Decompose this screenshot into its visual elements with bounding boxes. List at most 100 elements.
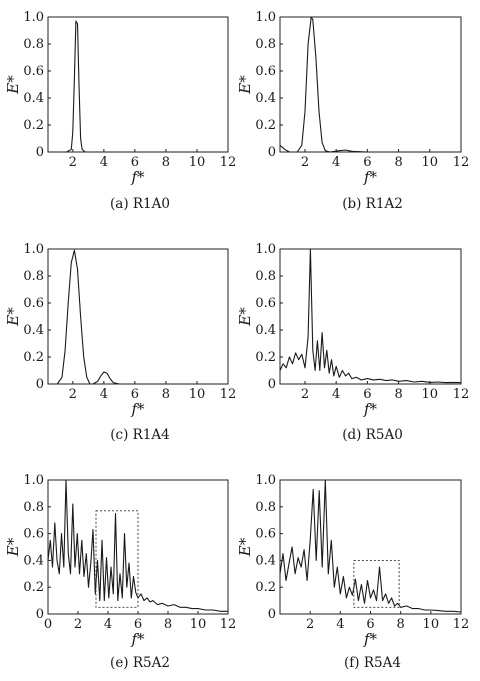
panel-b-y-tick-label: 0.8	[255, 37, 276, 52]
panel-f-caption: (f) R5A4	[344, 655, 401, 671]
panel-c: 2 4 6 8 10 12 0 0.2 0.4 0.6 0.8 1.0 f* E* (c) R1A4	[4, 242, 236, 443]
panel-d-x-tick-label: 8	[394, 387, 402, 402]
panel-c-x-tick-label: 4	[100, 387, 108, 402]
panel-e-x-tick-label: 12	[220, 617, 237, 632]
panel-f-highlight-box	[353, 559, 400, 608]
panel-a-y-tick-label: 1.0	[23, 10, 44, 25]
panel-e-y-tick-label: 0.4	[23, 553, 44, 568]
panel-e-x-tick-label: 10	[190, 617, 207, 632]
panel-b-x-tick-label: 8	[394, 155, 402, 170]
panel-d-x-tick-label: 12	[453, 387, 470, 402]
panel-e-x-tick-label: 6	[134, 617, 142, 632]
panel-a-x-tick-label: 8	[162, 155, 170, 170]
panel-f-x-tick-label: 8	[397, 617, 405, 632]
panel-b-axes-frame	[279, 16, 462, 153]
panel-f-y-axis-label: E*	[236, 537, 254, 557]
panel-d-y-tick-label: 0	[268, 377, 276, 392]
panel-d-series-line	[279, 248, 462, 384]
panel-a-x-tick-label: 10	[189, 155, 206, 170]
panel-e-x-tick-label: 0	[44, 617, 52, 632]
panel-b-y-tick-label: 0.4	[255, 91, 276, 106]
panel-e-highlight-box	[95, 510, 139, 608]
panel-c-y-tick-label: 0.4	[23, 323, 44, 338]
panel-d-y-tick-label: 0.8	[255, 269, 276, 284]
panel-a-y-tick-label: 0	[36, 145, 44, 160]
panel-b-y-tick-label: 1.0	[255, 10, 276, 25]
panel-c-y-tick-label: 0.2	[23, 350, 44, 365]
panel-a: 2 4 6 8 10 12 0 0.2 0.4 0.6 0.8 1.0 f* E* (a) R1A0	[4, 10, 236, 212]
panel-a-y-tick-label: 0.6	[23, 64, 44, 79]
panel-d-x-tick-label: 2	[301, 387, 309, 402]
panel-f-y-tick-label: 0.2	[255, 580, 276, 595]
panel-a-y-axis-label: E*	[4, 75, 22, 95]
panel-e-x-tick-label: 2	[74, 617, 82, 632]
panel-e-y-tick-label: 0.2	[23, 580, 44, 595]
panel-d-y-tick-label: 1.0	[255, 242, 276, 257]
panel-c-x-tick-label: 12	[220, 387, 237, 402]
panel-f-x-axis-label: f*	[363, 630, 378, 648]
panel-e-caption: (e) R5A2	[110, 655, 170, 671]
panel-b-x-axis-label: f*	[363, 168, 378, 186]
panel-d-x-tick-label: 4	[332, 387, 340, 402]
panel-b-x-tick-label: 10	[422, 155, 439, 170]
panel-d-axes-frame	[279, 248, 462, 385]
panel-f-axes-frame	[279, 479, 462, 615]
panel-c-x-tick-label: 2	[69, 387, 77, 402]
panel-e-x-axis-label: f*	[130, 630, 145, 648]
panel-a-x-tick-label: 2	[69, 155, 77, 170]
panel-e-y-tick-label: 0	[36, 607, 44, 622]
panel-e-y-tick-label: 1.0	[23, 473, 44, 488]
panel-c-y-tick-label: 1.0	[23, 242, 44, 257]
panel-b-x-tick-label: 6	[363, 155, 371, 170]
panel-a-y-tick-label: 0.2	[23, 118, 44, 133]
panel-d-y-axis-label: E*	[236, 307, 254, 327]
panel-f-y-tick-label: 0.4	[255, 553, 276, 568]
panel-e-y-axis-label: E*	[4, 537, 22, 557]
panel-c-x-axis-label: f*	[130, 400, 145, 418]
panel-c-x-tick-label: 8	[162, 387, 170, 402]
panel-f-y-tick-label: 0	[268, 607, 276, 622]
panel-a-series-line	[48, 20, 228, 153]
panel-e-y-tick-label: 0.6	[23, 527, 44, 542]
panel-d: 2 4 6 8 10 12 0 0.2 0.4 0.6 0.8 1.0 f* E* (d) R5A0	[236, 242, 469, 443]
panel-f-series-line	[279, 479, 462, 613]
panel-b-y-axis-label: E*	[236, 75, 254, 95]
panel-c-caption: (c) R1A4	[110, 427, 169, 443]
panel-e: 0 2 4 6 8 10 12 0 0.2 0.4 0.6 0.8 1.0 f* E* (e) R5A2	[4, 473, 236, 671]
panel-c-y-tick-label: 0.8	[23, 269, 44, 284]
panel-d-x-tick-label: 10	[422, 387, 439, 402]
panel-f-x-tick-label: 6	[366, 617, 374, 632]
panel-c-series-line	[48, 249, 228, 385]
panel-b: 2 4 6 8 10 12 0 0.2 0.4 0.6 0.8 1.0 f* E* (b) R1A2	[236, 10, 469, 212]
panel-a-x-tick-label: 4	[100, 155, 108, 170]
panel-a-x-tick-label: 6	[131, 155, 139, 170]
panel-d-x-tick-label: 6	[363, 387, 371, 402]
panel-f-y-tick-label: 1.0	[255, 473, 276, 488]
panel-e-series-line	[47, 479, 228, 612]
panel-d-x-axis-label: f*	[363, 400, 378, 418]
panel-f-y-tick-label: 0.8	[255, 500, 276, 515]
panel-e-x-tick-label: 8	[164, 617, 172, 632]
panel-f-x-tick-label: 10	[423, 617, 440, 632]
panel-d-caption: (d) R5A0	[342, 427, 403, 443]
panel-f-x-tick-label: 12	[453, 617, 470, 632]
panel-f-x-tick-label: 4	[336, 617, 344, 632]
panel-b-series-line	[279, 16, 461, 153]
panel-f-x-tick-label: 2	[306, 617, 314, 632]
panel-b-x-tick-label: 2	[301, 155, 309, 170]
panel-d-y-tick-label: 0.2	[255, 350, 276, 365]
panel-c-y-axis-label: E*	[4, 307, 22, 327]
panel-b-x-tick-label: 4	[332, 155, 340, 170]
panel-c-y-tick-label: 0	[36, 377, 44, 392]
panel-d-y-tick-label: 0.6	[255, 296, 276, 311]
panel-c-axes-frame	[47, 248, 229, 385]
panel-a-x-tick-label: 12	[220, 155, 237, 170]
panel-d-y-tick-label: 0.4	[255, 323, 276, 338]
panel-b-caption: (b) R1A2	[342, 196, 403, 212]
panel-c-x-tick-label: 6	[131, 387, 139, 402]
panel-b-y-tick-label: 0.6	[255, 64, 276, 79]
panel-a-x-axis-label: f*	[130, 168, 145, 186]
panel-b-y-tick-label: 0	[268, 145, 276, 160]
panel-a-y-tick-label: 0.8	[23, 37, 44, 52]
